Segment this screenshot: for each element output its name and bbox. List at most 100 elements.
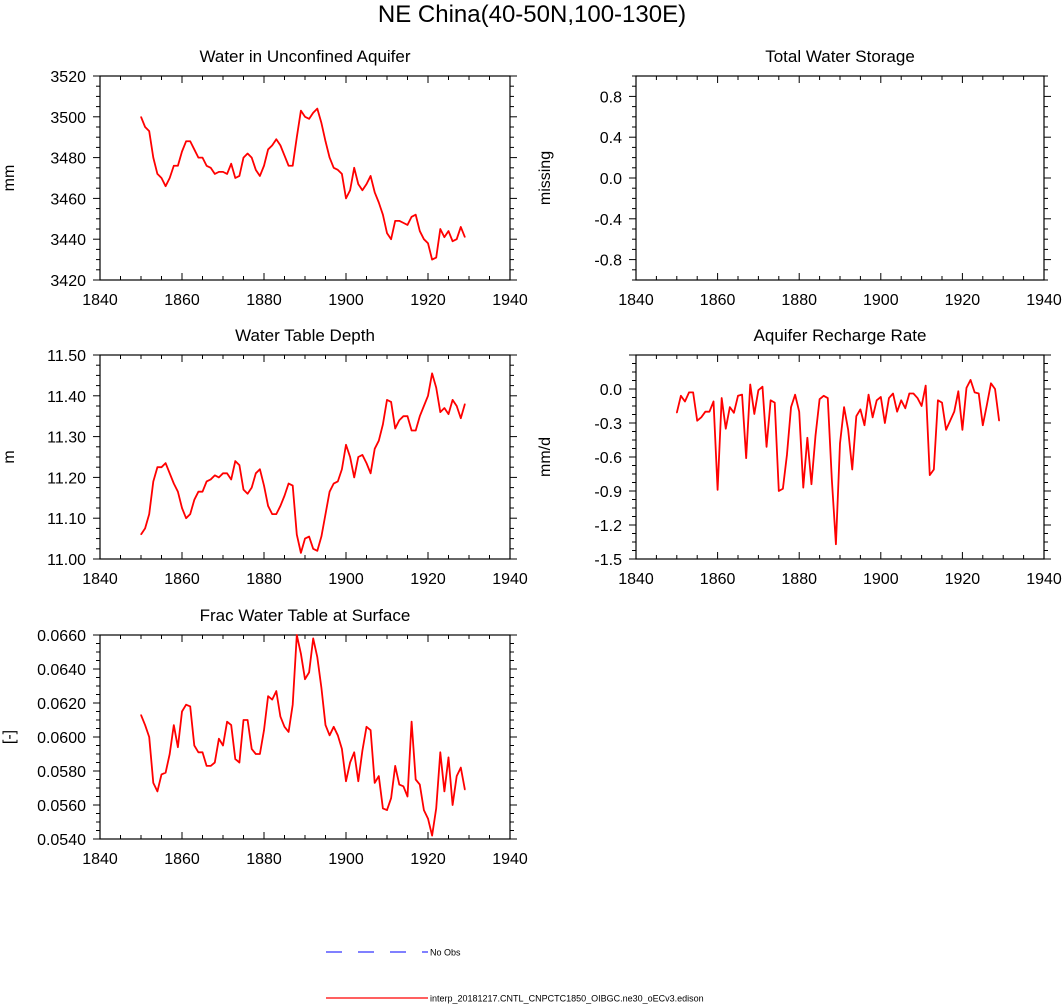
data-point bbox=[341, 748, 343, 750]
data-point bbox=[961, 429, 964, 431]
y-tick-label: 0.4 bbox=[600, 130, 622, 147]
data-point bbox=[275, 138, 277, 140]
x-tick-label: 1900 bbox=[863, 292, 899, 309]
data-point bbox=[700, 416, 702, 418]
data-point bbox=[148, 513, 150, 515]
x-tick-label: 1840 bbox=[82, 292, 118, 309]
data-point bbox=[782, 488, 784, 490]
data-point bbox=[386, 809, 388, 811]
data-point bbox=[242, 489, 245, 491]
data-point bbox=[234, 177, 236, 179]
data-point bbox=[978, 392, 980, 395]
data-point bbox=[308, 671, 310, 674]
data-point bbox=[177, 746, 179, 748]
data-point bbox=[990, 382, 992, 384]
data-point bbox=[333, 167, 335, 169]
data-point bbox=[140, 533, 142, 536]
x-tick-label: 1880 bbox=[246, 571, 282, 588]
x-tick-label: 1880 bbox=[781, 571, 817, 588]
plot-frame bbox=[635, 75, 1045, 281]
data-point bbox=[402, 222, 404, 224]
data-point bbox=[148, 130, 150, 132]
data-point bbox=[370, 472, 372, 474]
data-point bbox=[320, 687, 322, 689]
y-tick-label: 11.50 bbox=[47, 348, 86, 365]
data-point bbox=[374, 448, 376, 450]
data-point bbox=[296, 634, 298, 636]
y-tick-label: 0.0580 bbox=[37, 764, 86, 781]
data-point bbox=[419, 415, 421, 417]
data-point bbox=[365, 726, 368, 728]
data-point bbox=[370, 729, 372, 731]
y-tick-label: 0.0540 bbox=[37, 832, 86, 849]
data-point bbox=[300, 552, 302, 554]
data-point bbox=[419, 784, 421, 786]
x-tick-label: 1840 bbox=[618, 571, 654, 588]
data-point bbox=[456, 405, 458, 407]
data-point bbox=[423, 238, 425, 240]
data-point bbox=[165, 772, 167, 774]
x-tick-label: 1840 bbox=[82, 571, 118, 588]
y-tick-label: 0.0560 bbox=[37, 798, 86, 815]
data-point bbox=[148, 736, 150, 738]
data-point bbox=[423, 809, 425, 811]
data-point bbox=[230, 163, 232, 165]
x-tick-label: 1940 bbox=[492, 851, 528, 868]
x-tick-label: 1900 bbox=[328, 571, 364, 588]
data-point bbox=[427, 242, 429, 244]
data-point bbox=[688, 391, 690, 393]
data-point bbox=[402, 415, 404, 417]
data-point bbox=[896, 411, 898, 413]
x-tick-label: 1880 bbox=[246, 851, 282, 868]
data-point bbox=[774, 402, 776, 404]
data-point bbox=[345, 444, 347, 446]
data-point bbox=[863, 424, 866, 426]
data-point bbox=[680, 395, 682, 397]
data-point bbox=[267, 148, 269, 151]
data-point bbox=[435, 387, 437, 389]
data-point bbox=[292, 165, 294, 167]
data-point bbox=[275, 513, 277, 515]
data-point bbox=[464, 403, 466, 405]
x-tick-label: 1920 bbox=[945, 571, 981, 588]
panel-frac: Frac Water Table at Surface [-] 1840 1860 18… bbox=[1, 606, 528, 868]
y-tick-label: 11.00 bbox=[47, 552, 86, 569]
data-point bbox=[994, 388, 996, 390]
data-point bbox=[464, 236, 466, 238]
data-point bbox=[986, 404, 988, 406]
data-point bbox=[279, 505, 281, 507]
data-point bbox=[998, 420, 1000, 422]
data-point bbox=[160, 177, 163, 179]
data-point bbox=[345, 197, 347, 199]
data-point bbox=[443, 236, 445, 238]
data-point bbox=[304, 538, 306, 540]
data-point bbox=[398, 419, 400, 421]
data-point bbox=[210, 167, 212, 169]
data-point bbox=[945, 429, 947, 431]
data-point bbox=[226, 173, 228, 175]
data-point bbox=[390, 238, 392, 240]
data-point bbox=[140, 714, 142, 716]
data-point bbox=[386, 232, 388, 234]
data-point bbox=[770, 399, 772, 401]
data-point bbox=[431, 835, 433, 837]
data-point bbox=[337, 734, 339, 736]
data-point bbox=[308, 118, 310, 120]
data-point bbox=[398, 220, 400, 222]
data-point bbox=[411, 216, 413, 218]
data-point bbox=[814, 434, 817, 437]
data-point bbox=[382, 423, 384, 425]
data-point bbox=[729, 406, 731, 408]
panel-title: Frac Water Table at Surface bbox=[200, 606, 411, 625]
data-point bbox=[308, 535, 310, 538]
data-point bbox=[696, 420, 698, 422]
data-point bbox=[185, 140, 187, 142]
data-point bbox=[160, 773, 163, 776]
data-point bbox=[349, 456, 351, 458]
data-point bbox=[333, 726, 335, 728]
data-point bbox=[460, 226, 462, 228]
y-tick-label: 11.40 bbox=[47, 389, 86, 406]
y-axis-label: mm bbox=[1, 165, 18, 192]
data-point bbox=[733, 412, 735, 414]
data-point bbox=[737, 395, 739, 397]
